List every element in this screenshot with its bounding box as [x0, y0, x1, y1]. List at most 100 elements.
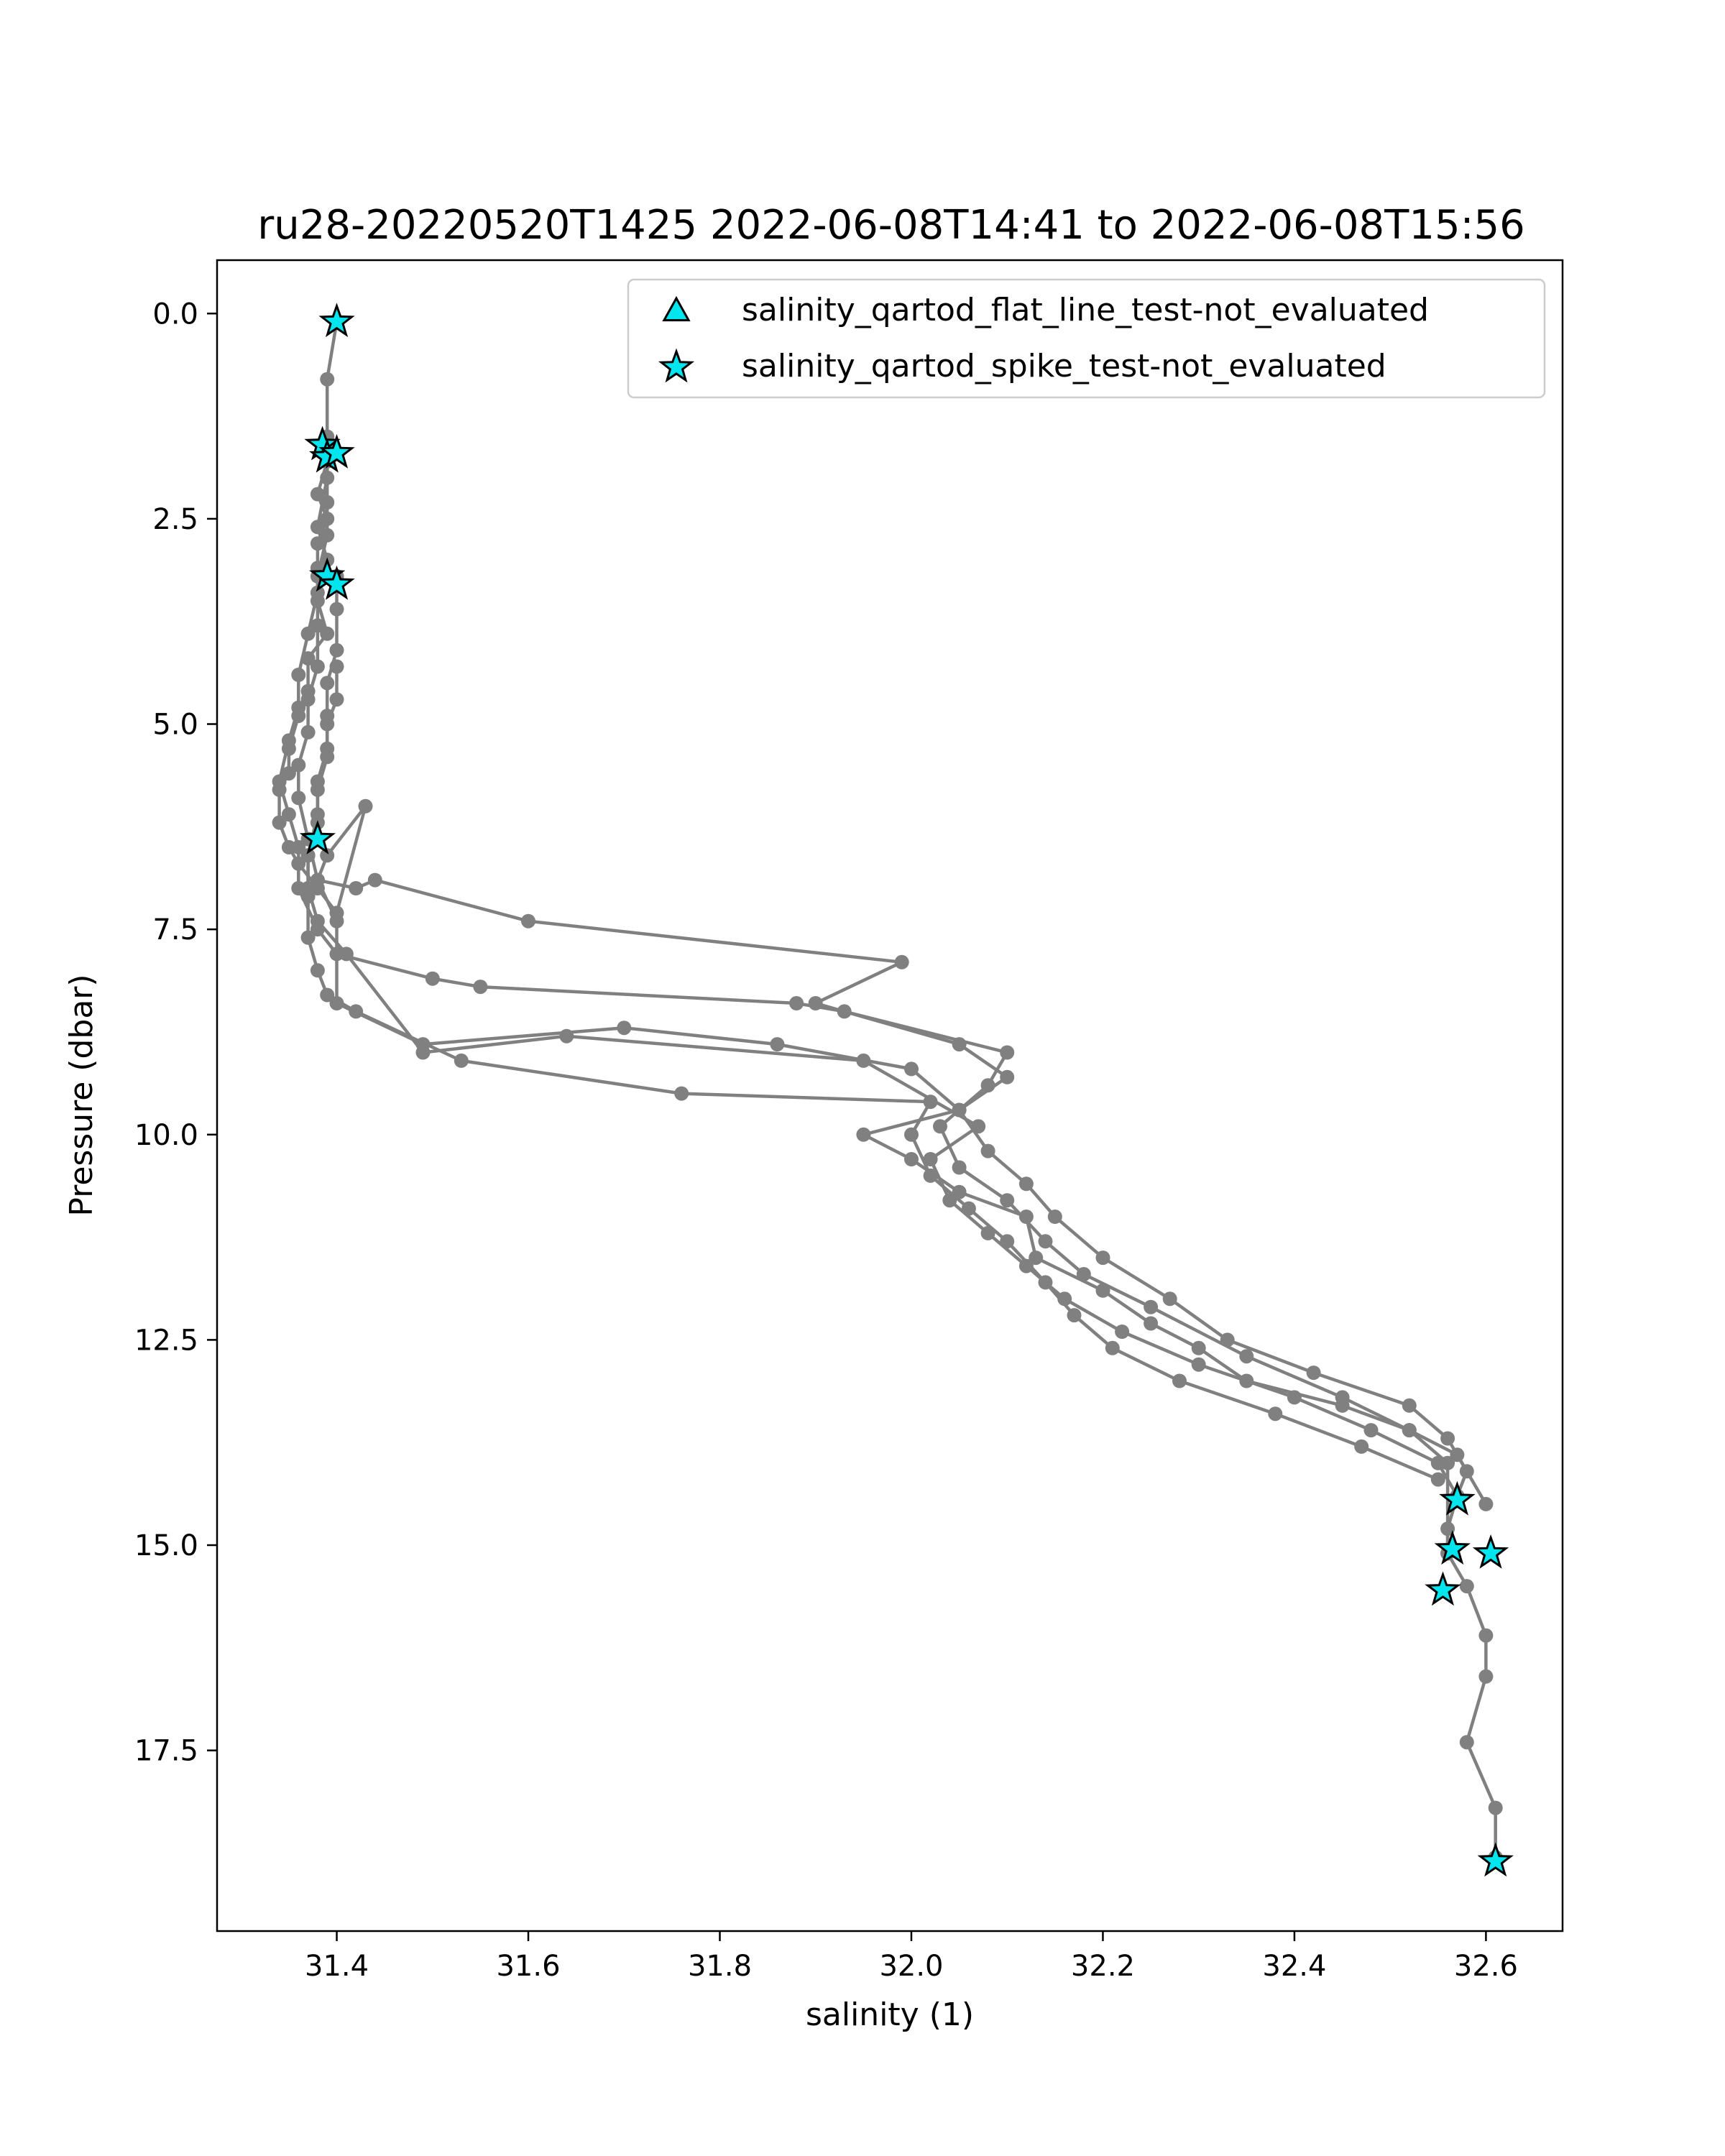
data-point — [1144, 1299, 1159, 1314]
x-axis: 31.4 31.6 31.8 32.0 32.2 32.4 32.6 — [305, 1931, 1518, 1983]
data-point — [1076, 1267, 1091, 1281]
data-point — [1402, 1423, 1417, 1438]
x-tick-label: 31.8 — [688, 1950, 752, 1983]
data-point — [1459, 1735, 1474, 1750]
x-tick-label: 31.4 — [305, 1950, 369, 1983]
data-point — [291, 757, 306, 773]
data-point — [933, 1119, 947, 1134]
x-tick-label: 32.4 — [1262, 1950, 1326, 1983]
data-point — [1105, 1340, 1120, 1355]
data-point — [310, 487, 325, 502]
data-point — [1268, 1406, 1283, 1422]
data-point — [952, 1160, 967, 1175]
data-point — [789, 996, 804, 1010]
data-point — [1459, 1579, 1474, 1594]
data-point — [1335, 1390, 1350, 1405]
data-point — [1402, 1398, 1417, 1413]
data-point — [837, 1004, 852, 1019]
data-point — [1354, 1439, 1369, 1454]
profile-series-2 — [291, 453, 1494, 1511]
legend-entry-label: salinity_qartod_spike_test-not_evaluated — [742, 348, 1386, 384]
chart-title: ru28-20220520T1425 2022-06-08T14:41 to 2… — [257, 202, 1524, 249]
data-point — [770, 1037, 785, 1052]
plot-data-layer — [272, 303, 1514, 1877]
data-point — [349, 1004, 364, 1019]
data-point — [300, 848, 316, 863]
data-point — [320, 626, 335, 641]
data-point — [320, 750, 335, 765]
legend-star-icon — [658, 348, 695, 383]
spike-test-star-marker — [1434, 1530, 1471, 1565]
data-point — [1115, 1325, 1130, 1339]
y-tick-label: 2.5 — [152, 503, 198, 536]
data-point — [367, 872, 382, 888]
x-tick-label: 32.6 — [1454, 1950, 1518, 1983]
spike-test-star-marker — [1439, 1480, 1476, 1516]
data-point — [1018, 1258, 1034, 1273]
data-point — [300, 930, 316, 945]
plot-frame — [216, 259, 1564, 1932]
data-point — [310, 520, 325, 535]
data-point — [1478, 1628, 1494, 1643]
data-point — [1220, 1332, 1235, 1348]
y-tick-label: 17.5 — [134, 1735, 198, 1768]
data-point — [310, 913, 325, 929]
data-point — [320, 372, 335, 387]
spike-test-star-marker — [1472, 1534, 1509, 1569]
spike-test-star-marker — [1425, 1571, 1461, 1606]
data-point — [281, 733, 296, 748]
data-point — [291, 668, 306, 682]
data-point — [300, 724, 316, 740]
data-point — [300, 626, 316, 641]
data-point — [1191, 1357, 1206, 1372]
data-point — [521, 913, 535, 929]
data-point — [272, 774, 287, 789]
data-point — [904, 1152, 919, 1166]
data-point — [856, 1053, 871, 1068]
y-tick-label: 0.0 — [152, 298, 198, 331]
data-point — [923, 1152, 938, 1166]
data-point — [894, 954, 909, 969]
data-point — [1067, 1308, 1082, 1323]
data-point — [320, 717, 335, 732]
profile-series-3 — [300, 568, 1445, 1487]
data-point — [1057, 1291, 1072, 1307]
x-tick-label: 32.0 — [879, 1950, 943, 1983]
data-point — [617, 1021, 632, 1036]
profile-line — [277, 321, 1497, 1858]
qc-marker-series-1 — [299, 303, 1514, 1877]
data-point — [1144, 1316, 1159, 1331]
data-point — [674, 1086, 689, 1101]
data-point — [1095, 1250, 1110, 1266]
y-tick-label: 10.0 — [134, 1119, 198, 1152]
data-point — [329, 602, 344, 617]
data-point — [1430, 1472, 1445, 1487]
spike-test-star-marker — [299, 820, 336, 854]
data-point — [1306, 1365, 1321, 1381]
data-point — [1000, 1069, 1015, 1084]
data-point — [291, 791, 306, 806]
data-point — [281, 766, 296, 781]
data-point — [971, 1119, 986, 1134]
x-tick-label: 32.2 — [1071, 1950, 1135, 1983]
data-point — [310, 782, 325, 797]
y-tick-label: 15.0 — [134, 1529, 198, 1562]
data-point — [1018, 1176, 1034, 1192]
data-point — [1029, 1250, 1044, 1266]
data-point — [320, 495, 335, 510]
data-point — [310, 872, 325, 888]
data-point — [1239, 1349, 1254, 1364]
legend-box — [627, 278, 1546, 399]
data-point — [1363, 1423, 1379, 1438]
data-point — [320, 987, 335, 1003]
data-point — [329, 642, 344, 658]
data-point — [329, 692, 344, 707]
data-point — [300, 692, 316, 707]
x-tick-label: 31.6 — [496, 1950, 560, 1983]
data-point — [1478, 1669, 1494, 1684]
y-tick-label: 5.0 — [152, 709, 198, 742]
data-point — [1038, 1234, 1053, 1249]
data-point — [291, 700, 306, 715]
data-point — [1430, 1455, 1445, 1470]
